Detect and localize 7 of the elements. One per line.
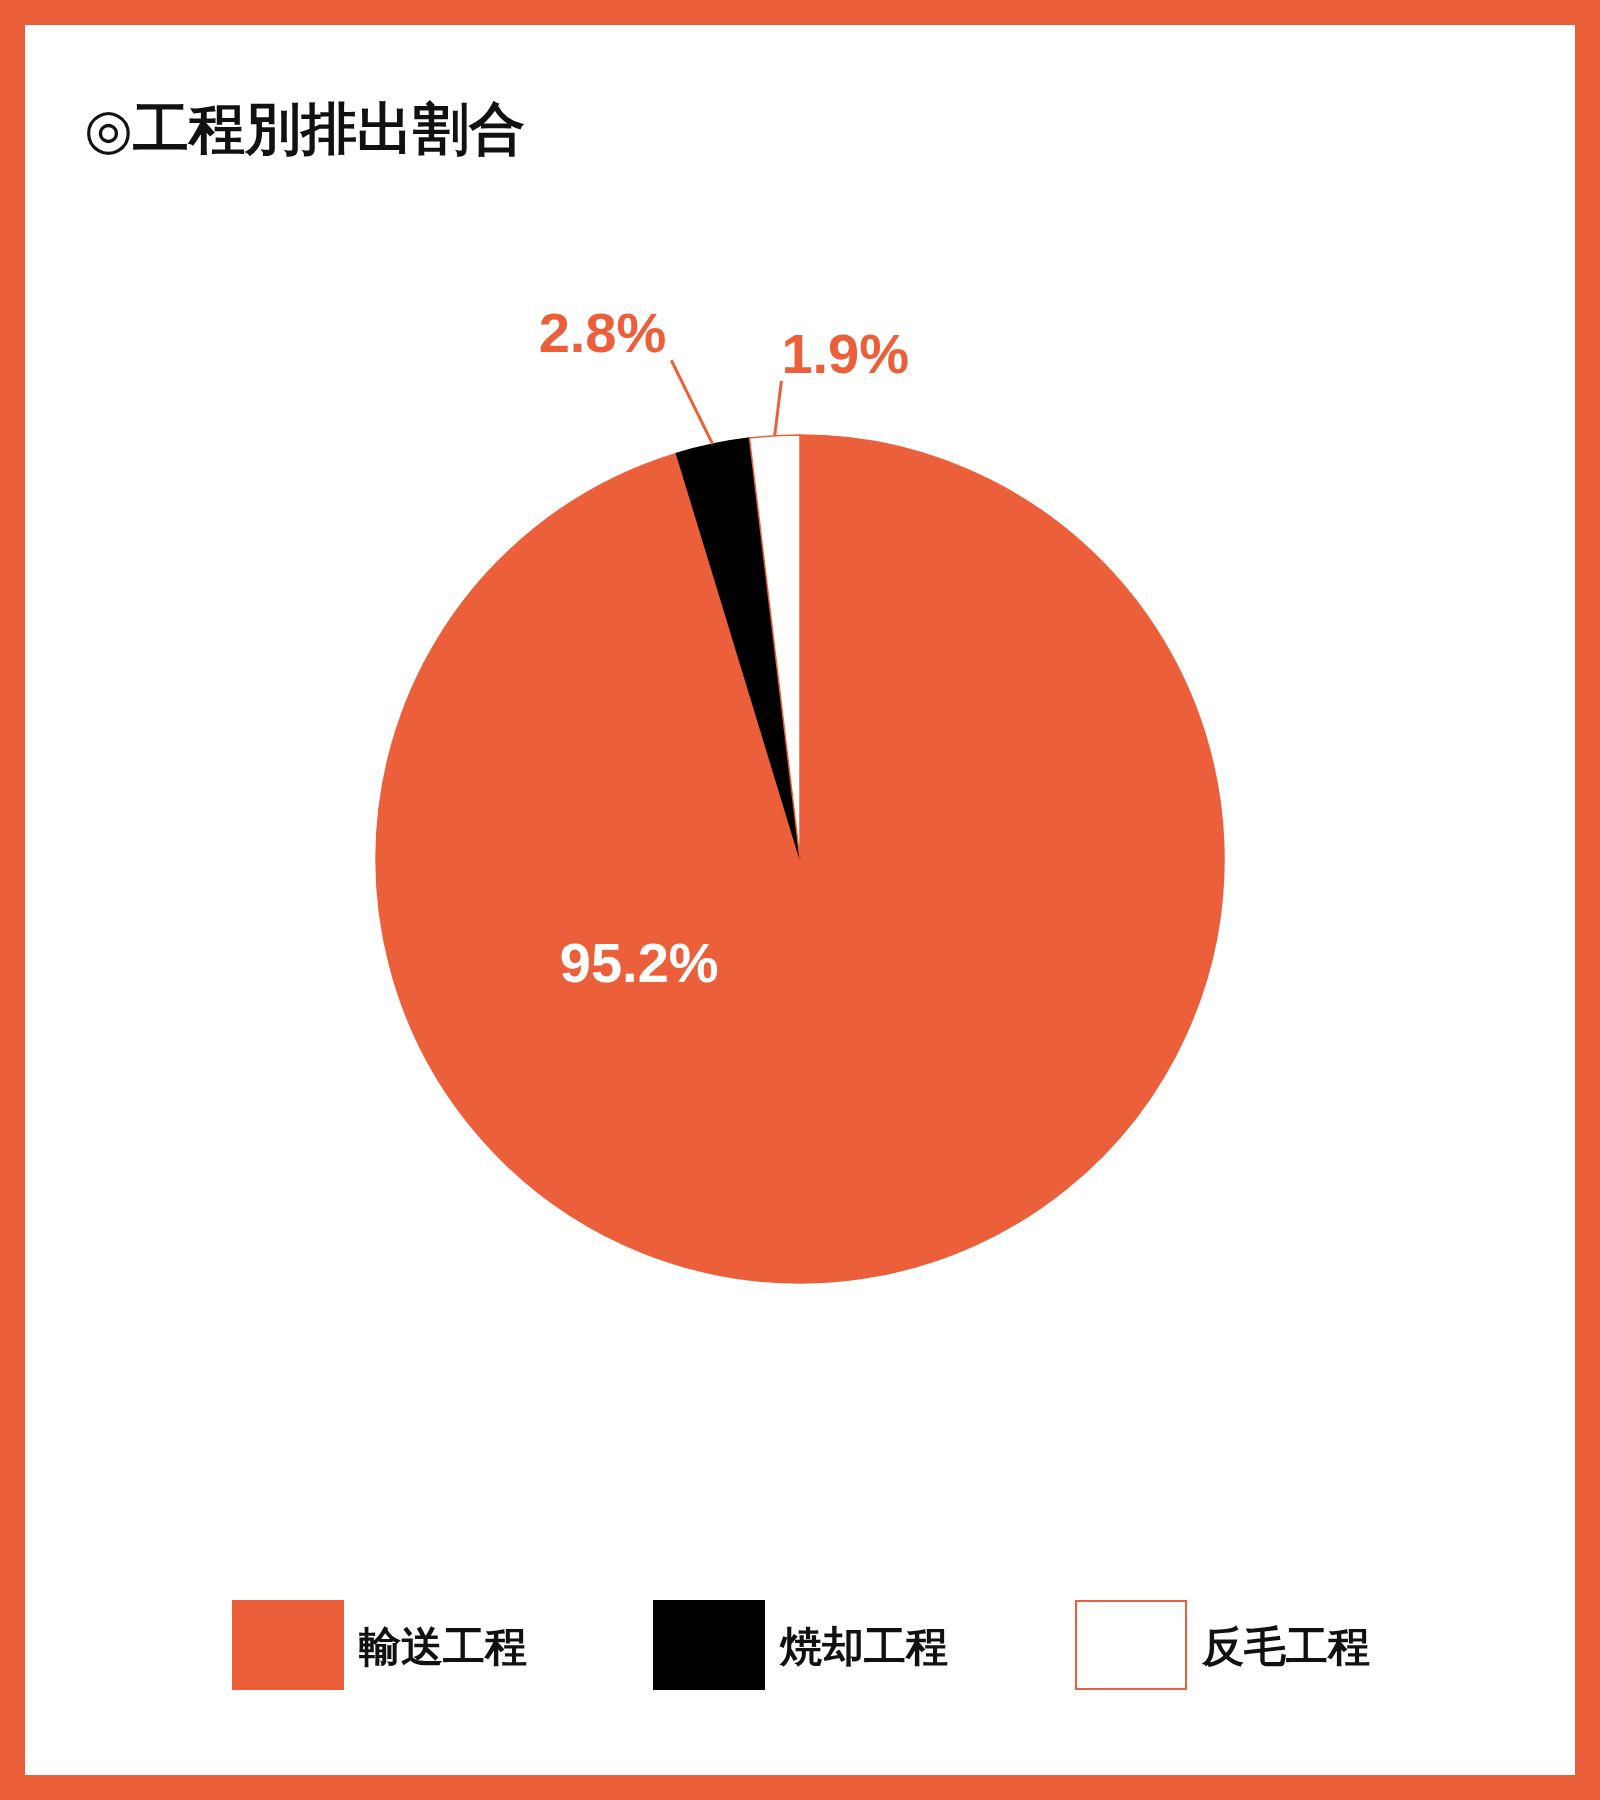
legend-label: 焼却工程 (778, 1623, 948, 1670)
data-label: 1.9% (781, 321, 910, 385)
data-label: 95.2% (559, 930, 719, 994)
legend-label: 輸送工程 (359, 1623, 527, 1670)
chart-title: ◎工程別排出割合 (84, 97, 525, 160)
legend-label: 反毛工程 (1201, 1623, 1370, 1670)
data-label: 2.8% (538, 301, 667, 365)
